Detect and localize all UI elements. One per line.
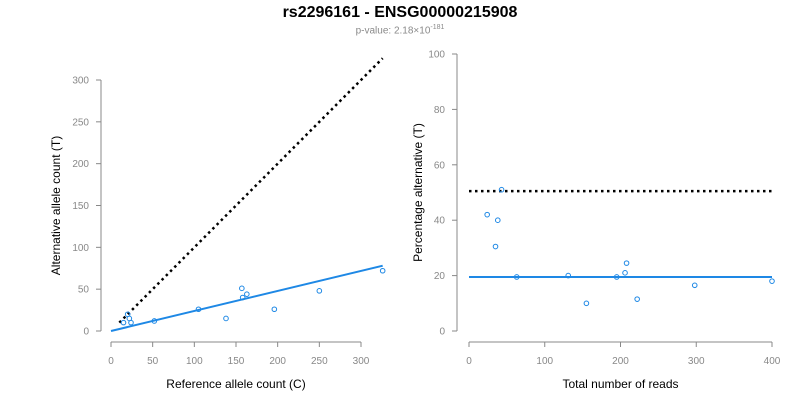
panel2-data-point bbox=[513, 274, 520, 280]
panel2-data-point bbox=[769, 278, 775, 284]
panel2-x-tick-label: 200 bbox=[612, 356, 629, 367]
panel2-data-point bbox=[498, 186, 505, 193]
panel2-x-axis-title: Total number of reads bbox=[562, 377, 678, 391]
panel1-reference-line bbox=[118, 57, 384, 324]
panel1-y-tick-label: 300 bbox=[72, 76, 89, 87]
panel2-y-tick-label: 100 bbox=[428, 50, 445, 61]
panel2-data-point bbox=[623, 260, 630, 266]
panel2-x-tick-label: 100 bbox=[536, 356, 553, 367]
panel2-data-point bbox=[492, 243, 499, 250]
panel2-y-tick-label: 0 bbox=[439, 327, 445, 338]
panel1-x-tick-label: 300 bbox=[353, 356, 370, 367]
panel1-x-tick-label: 250 bbox=[311, 356, 328, 367]
panel1-y-tick-label: 150 bbox=[72, 201, 89, 212]
pvalue-exponent: -181 bbox=[430, 24, 445, 31]
panel1-data-point bbox=[128, 319, 134, 326]
panel1-data-point bbox=[223, 315, 229, 322]
panel2-data-point bbox=[565, 272, 572, 279]
panel1-data-point bbox=[151, 318, 158, 324]
pvalue-text: p-value: 2.18×10 bbox=[355, 25, 431, 37]
panel1-x-tick-label: 200 bbox=[269, 356, 286, 367]
panel1-x-tick-label: 50 bbox=[147, 356, 159, 367]
panel1-y-axis-title: Alternative allele count (T) bbox=[49, 136, 63, 275]
panel1-x-tick-label: 0 bbox=[108, 356, 114, 367]
panel1-data-point bbox=[244, 291, 250, 297]
panel2-y-tick-label: 40 bbox=[434, 216, 446, 227]
panel1-x-tick-label: 100 bbox=[186, 356, 203, 367]
panel2-y-tick-label: 20 bbox=[434, 271, 446, 282]
chart-title: rs2296161 - ENSG00000215908 bbox=[282, 4, 518, 21]
panel2-y-tick-label: 60 bbox=[434, 160, 446, 171]
panel1-data-point bbox=[120, 319, 127, 326]
panel2-data-point bbox=[494, 217, 501, 223]
panel2-y-axis-title: Percentage alternative (T) bbox=[411, 123, 425, 262]
panel2-data-point bbox=[634, 296, 640, 302]
panel1-y-tick-label: 200 bbox=[72, 159, 89, 170]
panel1-y-tick-label: 250 bbox=[72, 117, 89, 128]
panel1-data-point bbox=[316, 288, 323, 294]
panel2-x-tick-label: 400 bbox=[764, 356, 781, 367]
panel1-y-tick-label: 0 bbox=[83, 327, 89, 338]
chart-subtitle: p-value: 2.18×10-181 bbox=[0, 24, 800, 36]
panel2-data-point bbox=[484, 211, 490, 218]
panel2-x-tick-label: 300 bbox=[688, 356, 705, 367]
panel1-y-tick-label: 100 bbox=[72, 243, 89, 254]
panel1-y-tick-label: 50 bbox=[78, 285, 90, 296]
panel1-data-point bbox=[195, 306, 202, 313]
panel2-data-point bbox=[622, 270, 628, 276]
panel2-y-tick-label: 80 bbox=[434, 105, 446, 116]
panel1-data-point bbox=[379, 267, 386, 274]
panel2-data-point bbox=[691, 282, 698, 289]
panel1-data-point bbox=[239, 294, 246, 301]
panel2-x-tick-label: 0 bbox=[466, 356, 472, 367]
panel1-data-point bbox=[239, 285, 245, 292]
panel2-data-point bbox=[583, 300, 590, 307]
panel2-data-point bbox=[613, 274, 620, 280]
panel1-x-axis-title: Reference allele count (C) bbox=[166, 377, 305, 391]
panel1-x-tick-label: 150 bbox=[228, 356, 245, 367]
panel1-data-point bbox=[271, 306, 278, 313]
